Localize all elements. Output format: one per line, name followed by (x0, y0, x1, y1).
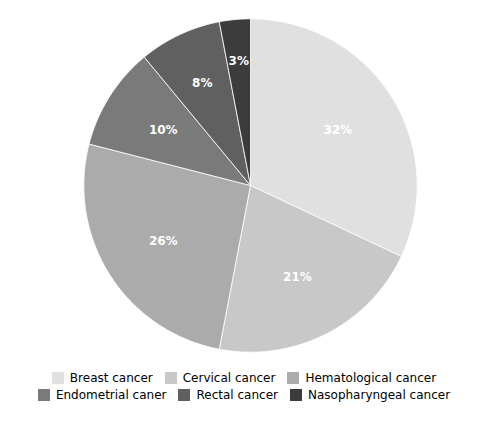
html-text:Nasopharyngeal cancer: Nasopharyngeal cancer (308, 387, 451, 402)
html-text:Rectal cancer: Rectal cancer (196, 387, 278, 402)
svg-text:32%: 32% (323, 123, 352, 137)
html-text:Endometrial caner: Endometrial caner (55, 387, 167, 402)
svg-text:10%: 10% (149, 123, 178, 137)
html-text:Breast cancer: Breast cancer (69, 371, 153, 386)
svg-text:21%: 21% (283, 270, 312, 284)
svg-text:26%: 26% (149, 234, 178, 248)
svg-text:3%: 3% (229, 54, 249, 68)
html-text:Hematological cancer: Hematological cancer (305, 371, 437, 386)
html-text:Cervical cancer: Cervical cancer (182, 371, 276, 386)
svg-text:8%: 8% (192, 76, 212, 90)
